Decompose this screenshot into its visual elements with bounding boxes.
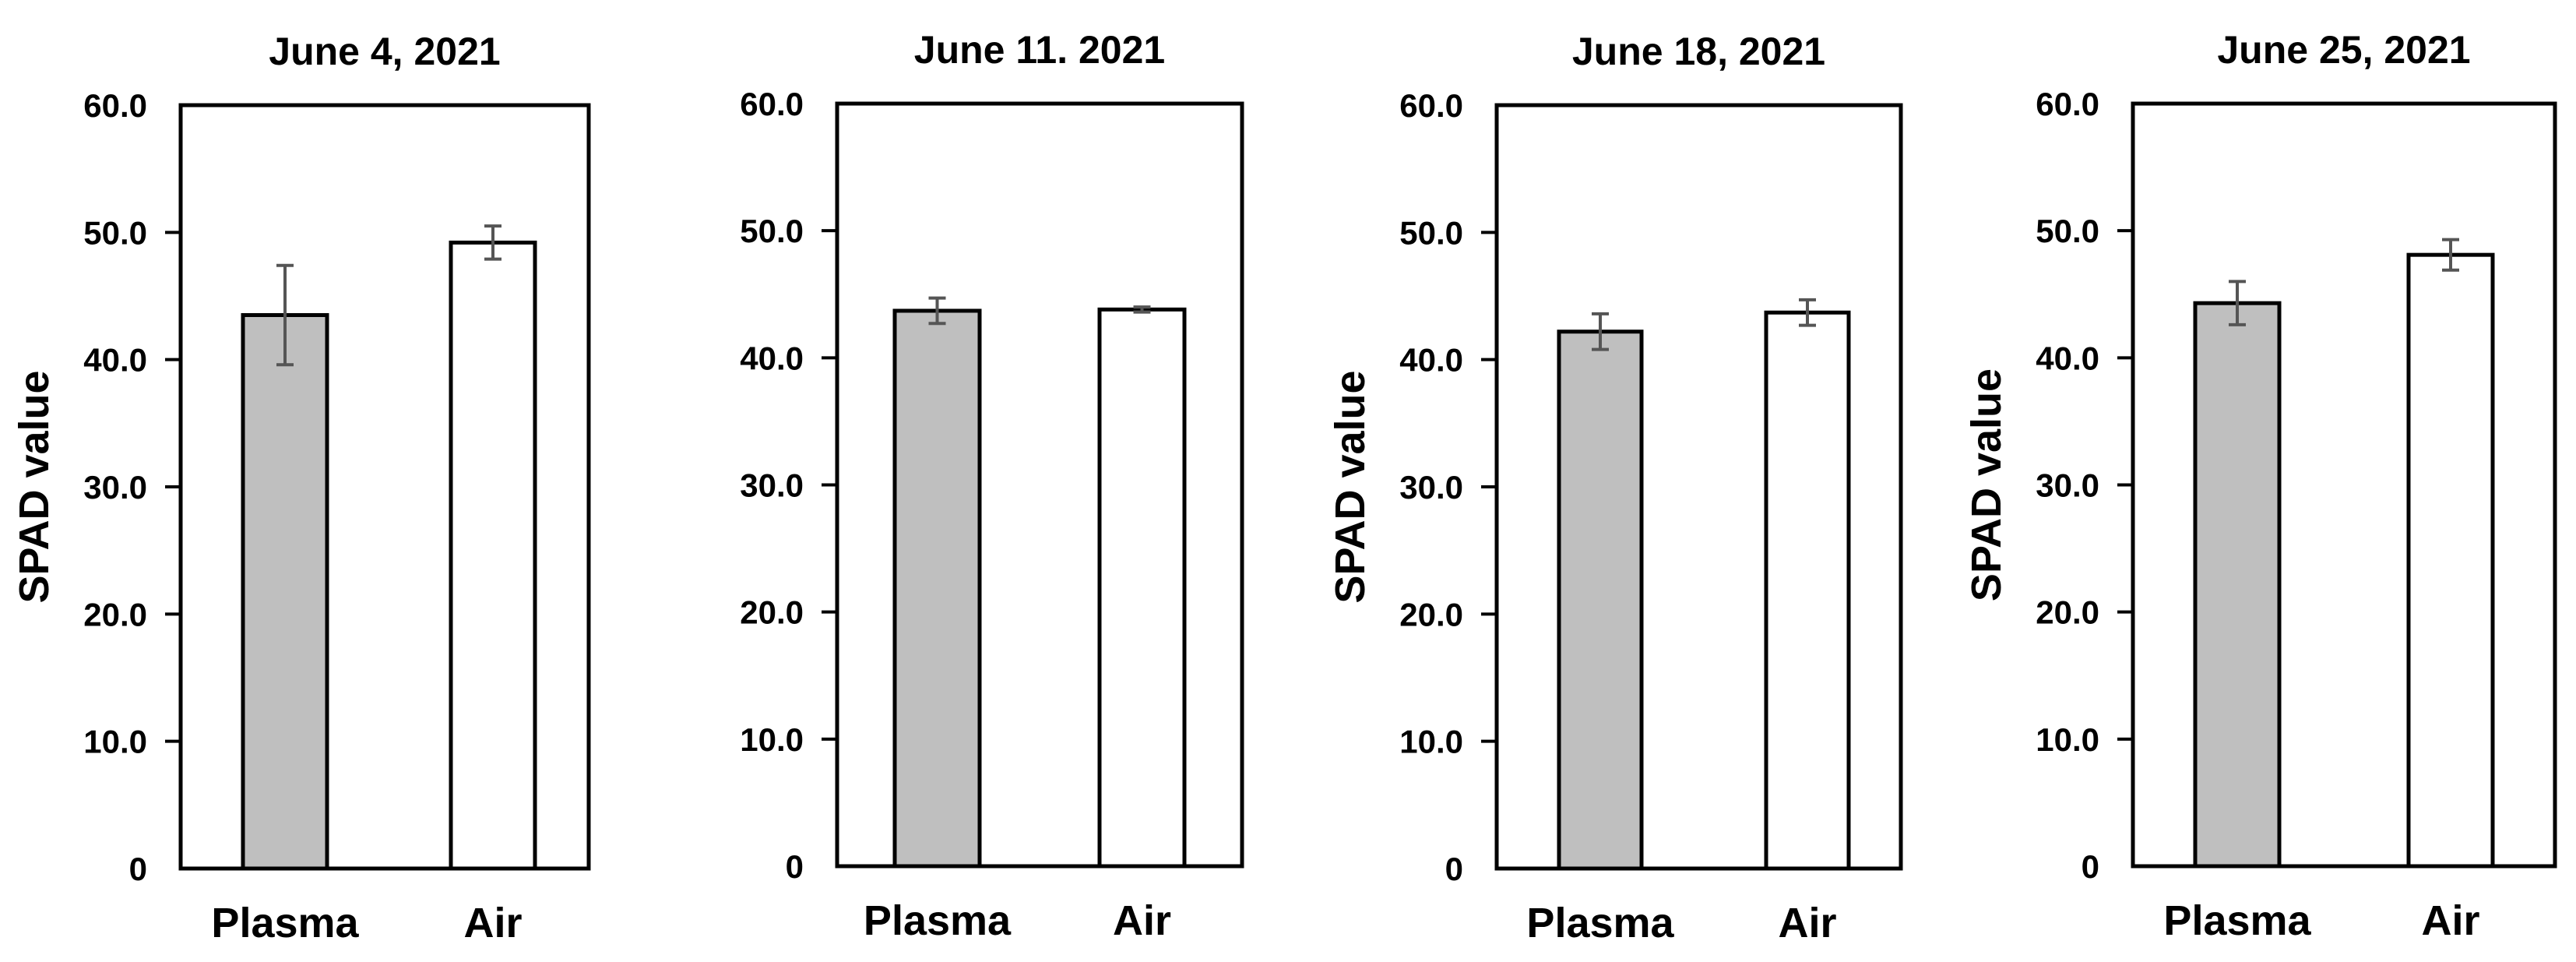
bar-air [2406,252,2495,869]
y-axis-label: SPAD value [1963,368,2010,601]
bar-air [1764,310,1851,871]
x-category-label: Plasma [2163,897,2311,944]
y-tick-label: 40.0 [740,340,804,376]
x-category-label: Air [1778,900,1836,946]
x-category-label: Air [1113,897,1171,944]
plot-frame [1494,103,1903,871]
y-tick-label: 20.0 [1399,596,1463,633]
y-tick-label: 30.0 [2036,467,2099,504]
y-tick-label: 60.0 [83,87,147,124]
y-tick-label: 50.0 [83,214,147,251]
chart-panel-1: June 4, 2021 0 10.0 20.0 30.0 40.0 50.0 60.0 SPA… [11,30,591,946]
y-tick-label: 0 [129,851,147,887]
chart-panel-3: June 18, 2021 0 10.0 20.0 30.0 40.0 50.0 60.0 SP… [1327,30,1903,946]
y-tick-label: 10.0 [740,721,804,758]
y-tick-label: 50.0 [1399,214,1463,251]
bar-plasma [1557,329,1644,871]
y-tick-label: 20.0 [2036,594,2099,631]
plot-frame [835,101,1244,869]
y-tick-label: 50.0 [2036,213,2099,249]
y-tick-label: 0 [1445,851,1463,887]
y-tick-label: 30.0 [83,469,147,506]
y-tick-label: 40.0 [1399,342,1463,379]
y-tick-label: 60.0 [2036,86,2099,122]
bar-air [449,240,537,871]
y-tick-label: 0 [2082,848,2099,885]
y-tick-label: 10.0 [1399,724,1463,760]
y-tick-label: 20.0 [740,594,804,631]
x-category-label: Air [463,900,522,946]
x-category-label: Plasma [864,897,1012,944]
plot-frame [178,103,591,871]
y-tick-label: 20.0 [83,596,147,633]
bar-plasma [2193,301,2282,869]
bar-air [1097,307,1187,869]
y-tick-label: 10.0 [2036,721,2099,758]
plot-frame [2131,101,2557,869]
x-category-label: Plasma [211,900,359,946]
chart-panel-2: June 11. 2021 0 10.0 20.0 30.0 40.0 50.0 60.0 Pl… [740,28,1244,944]
bar-plasma [241,313,329,871]
x-category-label: Plasma [1526,900,1674,946]
chart-panel-4: June 25, 2021 0 10.0 20.0 30.0 40.0 50.0 60.0 SP… [1963,28,2557,944]
chart-title: June 25, 2021 [2217,28,2470,72]
y-tick-label: 10.0 [83,724,147,760]
y-tick-label: 50.0 [740,213,804,249]
chart-title: June 4, 2021 [269,30,500,73]
y-tick-label: 30.0 [1399,469,1463,506]
chart-title: June 11. 2021 [914,28,1165,72]
bar-plasma [892,308,982,869]
y-axis-label: SPAD value [1327,370,1374,603]
chart-title: June 18, 2021 [1572,30,1825,73]
y-tick-label: 40.0 [2036,340,2099,376]
y-axis-label: SPAD value [11,370,58,603]
x-category-label: Air [2421,897,2479,944]
y-tick-label: 40.0 [83,342,147,379]
y-tick-label: 60.0 [1399,87,1463,124]
y-tick-label: 60.0 [740,86,804,122]
y-tick-label: 30.0 [740,467,804,504]
y-tick-label: 0 [786,848,804,885]
